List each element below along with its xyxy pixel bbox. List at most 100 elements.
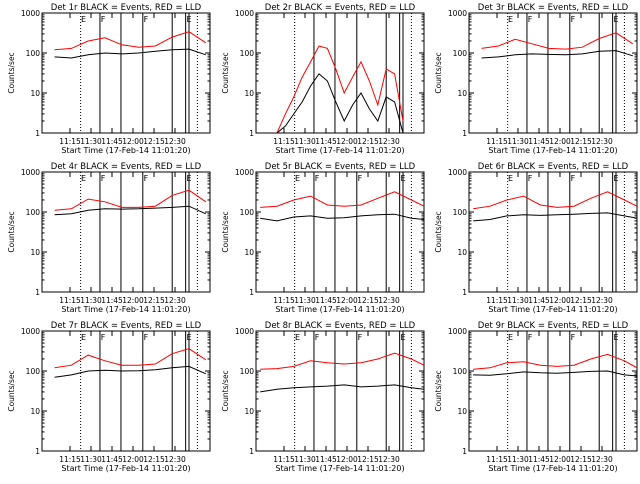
x-axis-label: Start Time (17-Feb-14 11:01:20) bbox=[275, 464, 404, 473]
x-tick-label: 12:30 bbox=[378, 137, 400, 146]
events-series-line bbox=[276, 73, 404, 134]
x-tick-label: 12:00 bbox=[549, 455, 571, 464]
flag-annotation: E bbox=[81, 15, 86, 24]
flag-annotation: E bbox=[186, 15, 191, 24]
y-tick-label: 1 bbox=[249, 288, 254, 297]
x-tick-label: 11:45 bbox=[528, 296, 550, 305]
y-tick-label: 100 bbox=[453, 208, 468, 217]
plot-frame bbox=[255, 171, 425, 293]
y-tick-label: 1000 bbox=[21, 168, 40, 177]
lld-series-line bbox=[260, 191, 425, 208]
chart-title: Det 1r BLACK = Events, RED = LLD bbox=[51, 3, 202, 13]
flag-annotation: E bbox=[508, 333, 513, 342]
plot-frame bbox=[41, 171, 211, 293]
y-tick-label: 1 bbox=[462, 129, 467, 138]
y-tick-label: 100 bbox=[453, 49, 468, 58]
x-axis-label: Start Time (17-Feb-14 11:01:20) bbox=[61, 305, 190, 314]
x-axis-label: Start Time (17-Feb-14 11:01:20) bbox=[488, 305, 617, 314]
x-tick-label: 11:30 bbox=[294, 455, 316, 464]
x-tick-label: 11:45 bbox=[101, 455, 123, 464]
flag-annotation: E bbox=[186, 333, 191, 342]
chart-title: Det 5r BLACK = Events, RED = LLD bbox=[265, 162, 416, 172]
flag-annotation: F bbox=[528, 15, 533, 24]
flag-annotation: E bbox=[613, 333, 618, 342]
x-tick-label: 12:15 bbox=[143, 137, 165, 146]
y-tick-label: 1000 bbox=[21, 9, 40, 18]
x-tick-label: 12:00 bbox=[122, 455, 144, 464]
y-tick-label: 100 bbox=[26, 208, 41, 217]
x-tick-label: 12:15 bbox=[143, 455, 165, 464]
plot-frame bbox=[468, 171, 638, 293]
flag-annotation: E bbox=[295, 174, 300, 183]
chart-title: Det 4r BLACK = Events, RED = LLD bbox=[51, 162, 202, 172]
lld-series-line bbox=[276, 45, 404, 134]
y-tick-label: 10 bbox=[244, 89, 254, 98]
y-axis-label: Counts/sec bbox=[434, 52, 443, 93]
chart-title: Det 3r BLACK = Events, RED = LLD bbox=[478, 3, 629, 13]
events-series-line bbox=[54, 205, 207, 216]
plot-frame bbox=[468, 12, 638, 134]
flag-annotation: F bbox=[358, 174, 363, 183]
events-series-line bbox=[481, 50, 633, 59]
flag-annotation: F bbox=[144, 174, 149, 183]
lld-series-line bbox=[473, 191, 638, 210]
x-tick-label: 12:30 bbox=[378, 455, 400, 464]
x-tick-label: 12:30 bbox=[591, 296, 613, 305]
x-tick-label: 12:00 bbox=[549, 296, 571, 305]
x-tick-label: 11:15 bbox=[486, 455, 508, 464]
events-series-line bbox=[260, 213, 425, 222]
chart-panel-5: Det 5r BLACK = Events, RED = LLD 1 10 100 10… bbox=[221, 162, 425, 314]
chart-panel-1: Det 1r BLACK = Events, RED = LLD 1 10 100 10… bbox=[7, 3, 211, 155]
chart-panel-4: Det 4r BLACK = Events, RED = LLD 1 10 100 10… bbox=[7, 162, 211, 314]
y-tick-label: 1 bbox=[249, 447, 254, 456]
y-tick-label: 10 bbox=[30, 89, 40, 98]
flag-annotation: E bbox=[81, 333, 86, 342]
y-tick-label: 1 bbox=[35, 447, 40, 456]
x-tick-label: 11:30 bbox=[507, 137, 529, 146]
y-tick-label: 10 bbox=[244, 407, 254, 416]
x-tick-label: 12:30 bbox=[164, 137, 186, 146]
x-tick-label: 12:15 bbox=[570, 455, 592, 464]
x-tick-label: 11:15 bbox=[59, 296, 81, 305]
x-tick-label: 11:15 bbox=[486, 137, 508, 146]
y-axis-label: Counts/sec bbox=[221, 211, 230, 252]
events-series-line bbox=[473, 212, 638, 222]
lld-series-line bbox=[54, 31, 207, 51]
y-tick-label: 100 bbox=[26, 49, 41, 58]
x-tick-label: 11:15 bbox=[59, 137, 81, 146]
flag-annotation: E bbox=[508, 174, 513, 183]
y-tick-label: 1000 bbox=[235, 9, 254, 18]
x-tick-label: 12:00 bbox=[336, 137, 358, 146]
lld-series-line bbox=[54, 189, 207, 211]
y-tick-label: 100 bbox=[453, 367, 468, 376]
x-tick-label: 12:30 bbox=[378, 296, 400, 305]
flag-annotation: F bbox=[571, 15, 576, 24]
y-tick-label: 1000 bbox=[448, 327, 467, 336]
y-tick-label: 10 bbox=[457, 407, 467, 416]
x-tick-label: 11:30 bbox=[80, 296, 102, 305]
x-axis-label: Start Time (17-Feb-14 11:01:20) bbox=[61, 464, 190, 473]
y-tick-label: 100 bbox=[240, 367, 255, 376]
x-tick-label: 12:00 bbox=[336, 296, 358, 305]
flag-annotation: F bbox=[528, 333, 533, 342]
x-tick-label: 12:15 bbox=[143, 296, 165, 305]
x-tick-label: 12:30 bbox=[591, 137, 613, 146]
x-tick-label: 12:15 bbox=[570, 137, 592, 146]
y-tick-label: 1 bbox=[249, 129, 254, 138]
x-tick-label: 12:30 bbox=[164, 296, 186, 305]
flag-annotation: E bbox=[81, 174, 86, 183]
chart-title: Det 6r BLACK = Events, RED = LLD bbox=[478, 162, 629, 172]
y-tick-label: 10 bbox=[30, 407, 40, 416]
flag-annotation: F bbox=[101, 15, 106, 24]
lld-series-line bbox=[54, 348, 207, 369]
flag-annotation: F bbox=[315, 174, 320, 183]
chart-panel-6: Det 6r BLACK = Events, RED = LLD 1 10 100 10… bbox=[434, 162, 638, 314]
chart-panel-7: Det 7r BLACK = Events, RED = LLD 1 10 100 10… bbox=[7, 321, 211, 473]
plot-frame bbox=[41, 330, 211, 452]
flag-annotation: E bbox=[613, 15, 618, 24]
flag-annotation: F bbox=[571, 333, 576, 342]
x-tick-label: 11:30 bbox=[507, 455, 529, 464]
x-tick-label: 11:45 bbox=[101, 296, 123, 305]
x-tick-label: 11:45 bbox=[315, 296, 337, 305]
